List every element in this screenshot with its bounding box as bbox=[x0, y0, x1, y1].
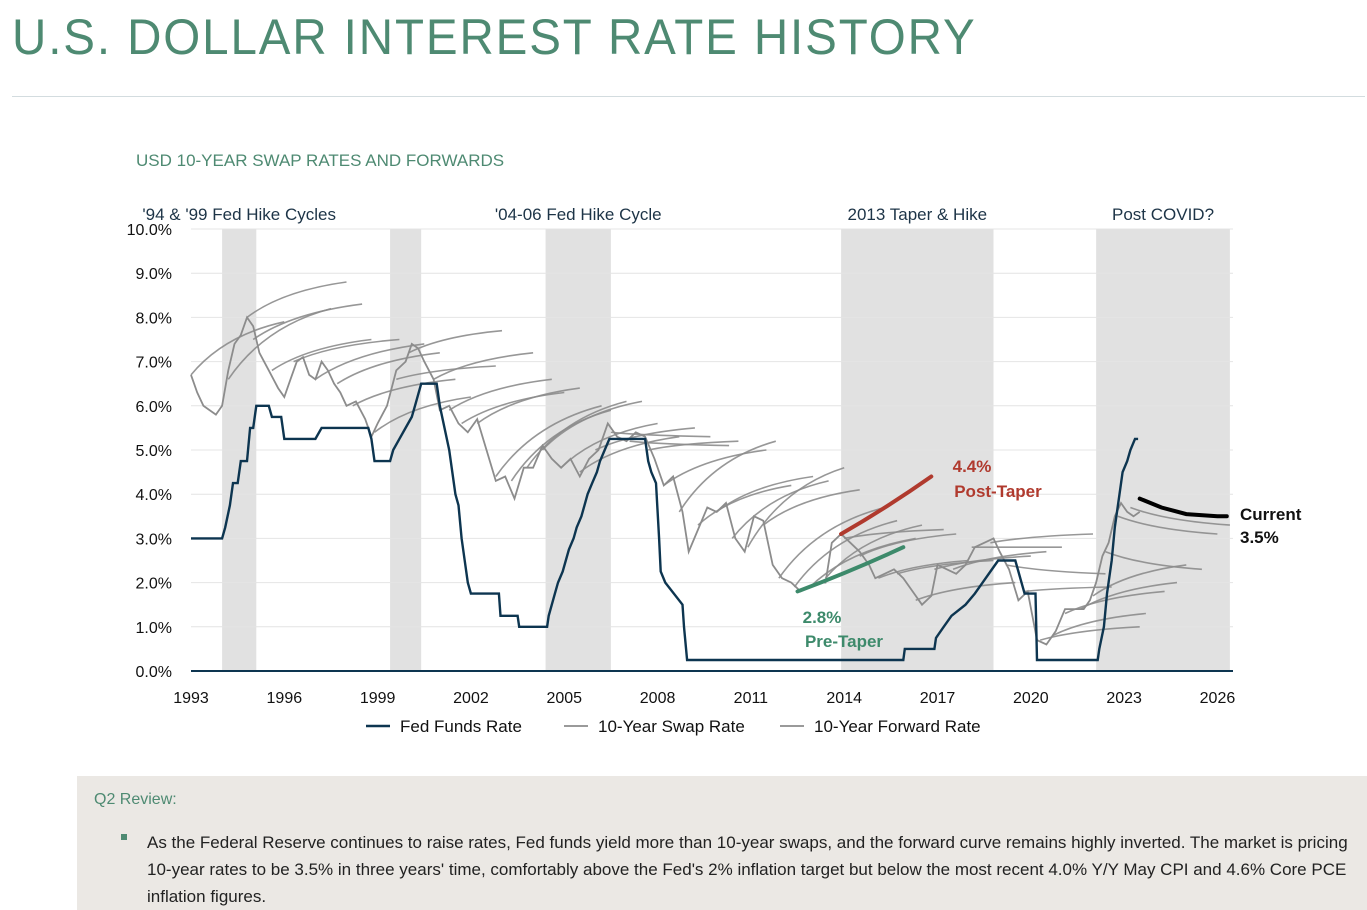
legend-label: Fed Funds Rate bbox=[400, 717, 522, 736]
swap-rate-line bbox=[190, 315, 1141, 646]
forward-rate-curve bbox=[495, 405, 602, 477]
forward-rate-curve bbox=[526, 400, 627, 469]
forward-rate-curve bbox=[1024, 586, 1112, 593]
x-tick-label: 2017 bbox=[920, 690, 956, 707]
forward-rate-curve bbox=[408, 329, 503, 354]
bullet-square-icon bbox=[121, 834, 127, 840]
forward-rate-curve bbox=[374, 396, 472, 433]
post-taper-label: Post-Taper bbox=[954, 482, 1042, 501]
y-tick-label: 8.0% bbox=[136, 310, 172, 327]
page-title: U.S. DOLLAR INTEREST RATE HISTORY bbox=[12, 9, 977, 65]
annotation-line-current bbox=[1137, 496, 1229, 519]
forward-rate-curve bbox=[352, 378, 456, 407]
pre-taper-label: Pre-Taper bbox=[805, 632, 883, 651]
forward-rate-curve bbox=[648, 440, 739, 451]
x-tick-label: 2026 bbox=[1200, 690, 1236, 707]
shaded-period-label: 2013 Taper & Hike bbox=[848, 205, 988, 224]
forward-rate-curve bbox=[778, 506, 885, 579]
forward-rate-curve bbox=[915, 581, 1016, 602]
forward-rate-curve bbox=[433, 352, 534, 380]
y-tick-label: 6.0% bbox=[136, 399, 172, 416]
x-tick-label: 2020 bbox=[1013, 690, 1049, 707]
annotation-line-pre-taper bbox=[795, 545, 906, 594]
forward-rate-curve bbox=[762, 489, 860, 526]
y-tick-label: 0.0% bbox=[136, 664, 172, 681]
forward-rate-curve bbox=[678, 440, 777, 513]
forward-rate-curve bbox=[252, 303, 363, 341]
x-tick-label: 2023 bbox=[1106, 690, 1142, 707]
x-tick-label: 2014 bbox=[826, 690, 862, 707]
title-divider bbox=[12, 96, 1365, 97]
annotation-line-post-taper bbox=[839, 474, 934, 536]
legend-label: 10-Year Forward Rate bbox=[814, 717, 981, 736]
q2-review-panel: Q2 Review: As the Federal Reserve contin… bbox=[77, 776, 1367, 910]
forward-rate-curve bbox=[336, 352, 440, 385]
y-tick-label: 3.0% bbox=[136, 531, 172, 548]
forward-rate-curve bbox=[844, 528, 944, 540]
shaded-period-label: '94 & '99 Fed Hike Cycles bbox=[142, 205, 336, 224]
forward-rate-curve bbox=[990, 533, 1094, 544]
forward-rate-curve bbox=[448, 378, 552, 411]
y-tick-label: 1.0% bbox=[136, 620, 172, 637]
forward-rate-curve bbox=[793, 519, 898, 588]
x-tick-label: 2011 bbox=[734, 690, 769, 707]
y-tick-label: 9.0% bbox=[136, 266, 172, 283]
y-tick-label: 5.0% bbox=[136, 443, 172, 460]
forward-rate-curve bbox=[461, 391, 565, 425]
fed-funds-line bbox=[191, 382, 1139, 662]
forward-rate-curve bbox=[952, 550, 1047, 571]
chart-title: USD 10-YEAR SWAP RATES AND FORWARDS bbox=[136, 151, 505, 170]
forward-rate-curve bbox=[663, 449, 767, 487]
x-tick-label: 2008 bbox=[640, 690, 676, 707]
forward-rate-curve bbox=[1080, 581, 1178, 610]
forward-rate-curve bbox=[246, 281, 347, 319]
forward-rate-curve bbox=[629, 440, 730, 447]
y-tick-label: 7.0% bbox=[136, 355, 172, 372]
review-heading: Q2 Review: bbox=[94, 791, 177, 808]
forward-rate-curve bbox=[476, 387, 580, 425]
y-tick-label: 4.0% bbox=[136, 487, 172, 504]
forward-rate-curve bbox=[697, 484, 792, 526]
forward-rate-curve bbox=[190, 321, 285, 376]
forward-rate-curve bbox=[878, 559, 969, 579]
forward-rate-curve bbox=[271, 338, 372, 372]
forward-rate-curve bbox=[610, 431, 711, 438]
rate-history-chart: '94 & '99 Fed Hike Cycles '04-06 Fed Hike… bbox=[127, 205, 1302, 736]
forward-rate-curve bbox=[1117, 515, 1218, 535]
current-value: 3.5% bbox=[1240, 528, 1279, 547]
legend-label: 10-Year Swap Rate bbox=[598, 717, 745, 736]
x-tick-label: 1996 bbox=[267, 690, 303, 707]
shaded-period-label: Post COVID? bbox=[1112, 205, 1214, 224]
forward-rate-curve bbox=[1052, 612, 1146, 637]
forward-rate-curve bbox=[396, 365, 496, 381]
x-tick-label: 1999 bbox=[360, 690, 396, 707]
forward-rate-curve bbox=[314, 343, 425, 380]
forward-rate-curve bbox=[731, 480, 829, 539]
current-label: Current bbox=[1240, 505, 1302, 524]
x-tick-label: 2002 bbox=[453, 690, 489, 707]
forward-rate-curve bbox=[595, 427, 695, 451]
y-tick-label: 2.0% bbox=[136, 576, 172, 593]
forward-rate-curve bbox=[1005, 564, 1106, 575]
forward-rate-curve bbox=[579, 435, 680, 473]
forward-rate-curve bbox=[1130, 506, 1230, 526]
shaded-period-label: '04-06 Fed Hike Cycle bbox=[495, 205, 662, 224]
x-tick-label: 2005 bbox=[546, 690, 582, 707]
forward-rate-curve bbox=[747, 466, 845, 548]
forward-rate-curve bbox=[859, 533, 957, 557]
forward-rate-curve bbox=[1039, 626, 1140, 641]
review-bullet-text: As the Federal Reserve continues to rais… bbox=[147, 833, 1348, 906]
post-taper-value: 4.4% bbox=[953, 457, 992, 476]
forward-rate-curve bbox=[716, 475, 814, 513]
forward-rate-curve bbox=[541, 400, 643, 451]
x-tick-label: 1993 bbox=[173, 690, 209, 707]
pre-taper-value: 2.8% bbox=[803, 608, 842, 627]
y-tick-label: 10.0% bbox=[127, 222, 172, 239]
forward-rate-curve bbox=[824, 524, 923, 579]
